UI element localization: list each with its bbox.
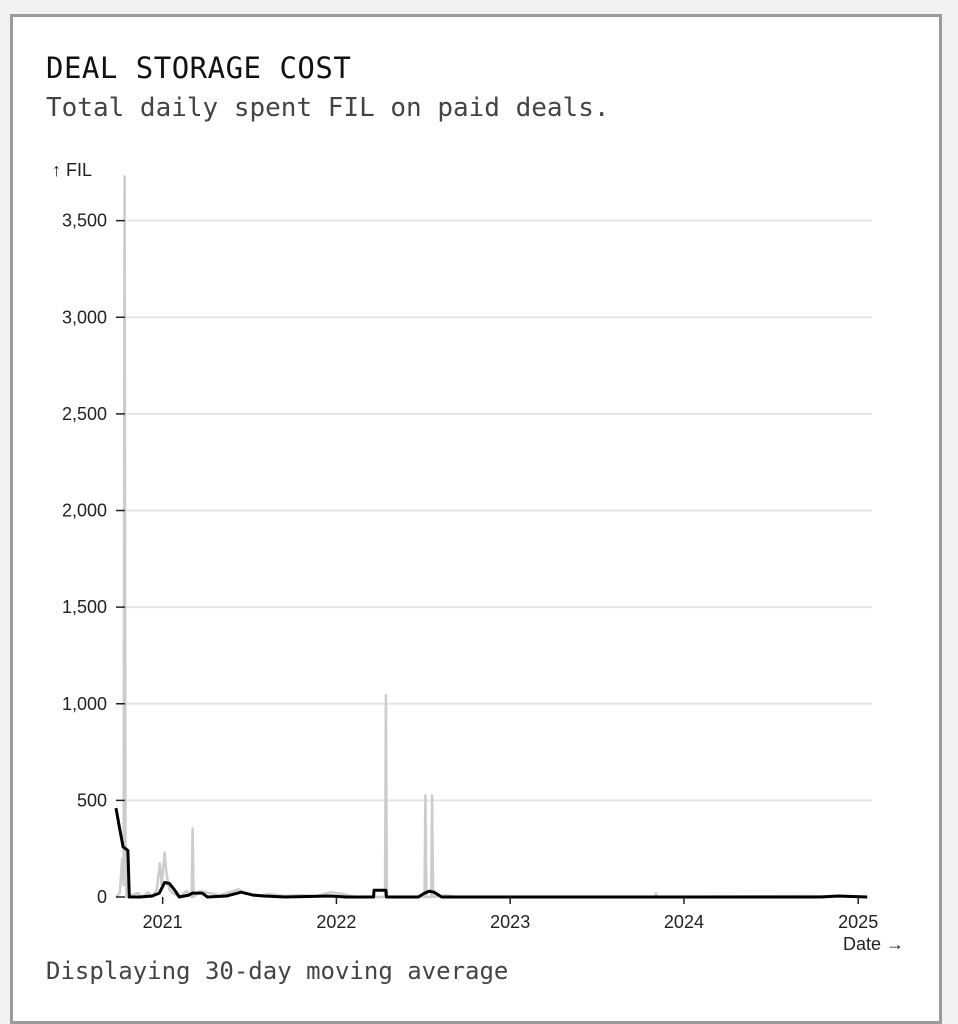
y-tick-label: 1,000 <box>62 694 107 714</box>
y-tick-label: 2,000 <box>62 501 107 521</box>
moving-average-line <box>114 807 868 899</box>
y-tick-label: 1,500 <box>62 597 107 617</box>
moving-average-note: Displaying 30-day moving average <box>46 957 509 985</box>
y-tick-label: 0 <box>97 887 107 907</box>
x-tick-label: 2021 <box>143 912 183 932</box>
y-tick-label: 2,500 <box>62 404 107 424</box>
y-tick-label: 3,000 <box>62 307 107 327</box>
daily-series <box>115 174 868 899</box>
y-axis-label: ↑ FIL <box>52 160 92 180</box>
x-tick-label: 2023 <box>490 912 530 932</box>
x-axis-label: Date → <box>843 934 904 954</box>
card-subtitle: Total daily spent FIL on paid deals. <box>46 93 610 123</box>
y-tick-label: 500 <box>77 790 107 810</box>
x-tick-label: 2022 <box>316 912 356 932</box>
x-tick-label: 2024 <box>664 912 704 932</box>
card-title: DEAL STORAGE COST <box>46 51 352 85</box>
y-axis: 0 500 1,000 1,500 2,000 2,500 3,000 3,500 <box>62 211 125 907</box>
daily-line <box>115 174 868 899</box>
x-tick-label: 2025 <box>838 912 878 932</box>
moving-average-series <box>114 807 868 899</box>
y-tick-label: 3,500 <box>62 211 107 231</box>
x-axis: 2021 2022 2023 2024 2025 <box>143 897 878 932</box>
grid-lines <box>126 219 872 802</box>
